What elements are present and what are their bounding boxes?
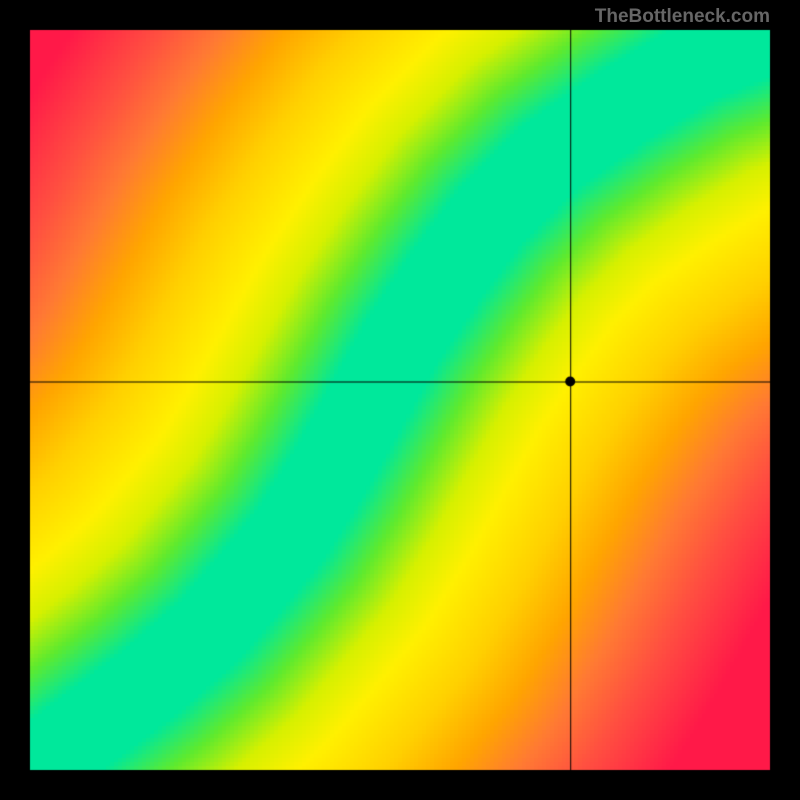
bottleneck-heatmap xyxy=(0,0,800,800)
watermark-text: TheBottleneck.com xyxy=(595,6,770,28)
